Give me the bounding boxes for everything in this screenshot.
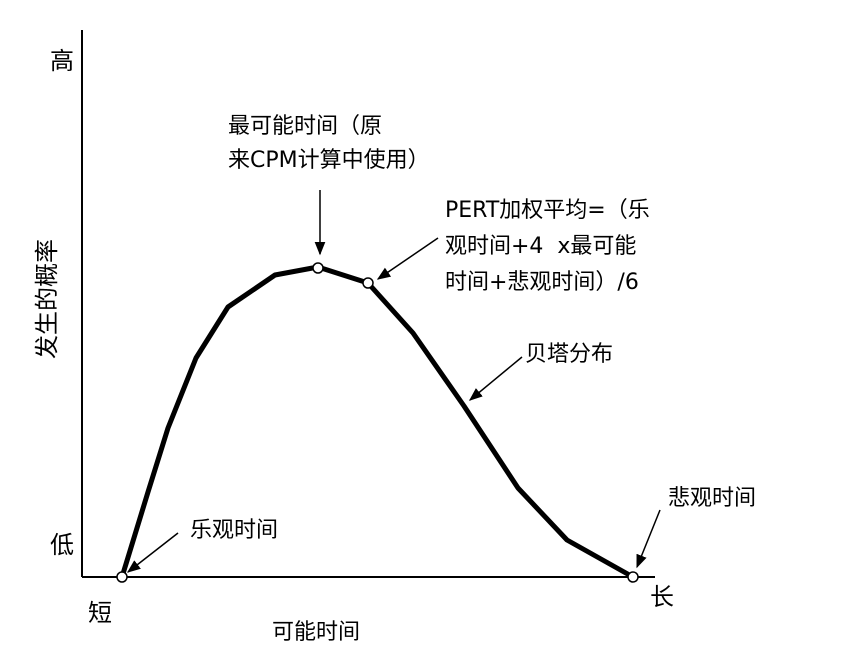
most-likely-point — [312, 262, 324, 274]
x-short-label: 短 — [88, 599, 112, 627]
x-axis-title: 可能时间 — [272, 620, 361, 645]
optimistic-time-label: 乐观时间 — [190, 518, 279, 543]
optimistic-arrow — [126, 532, 179, 573]
pert-line-1: PERT加权平均=（乐 — [445, 198, 650, 223]
beta-arrow — [468, 356, 523, 401]
beta-distribution-label: 贝塔分布 — [525, 342, 614, 367]
pert-average-point — [362, 277, 374, 289]
pessimistic-time-label: 悲观时间 — [668, 486, 757, 511]
pert-arrow — [376, 237, 439, 280]
y-high-label: 高 — [50, 47, 74, 75]
most-likely-line-1: 最可能时间（原 — [228, 114, 383, 139]
pessimistic-point — [627, 571, 639, 583]
most-likely-line-2: 来CPM计算中使用） — [228, 148, 430, 173]
y-axis-title: 发生的概率 — [33, 239, 61, 359]
pert-line-2: 观时间+4 x最可能 — [445, 234, 637, 259]
pert-line-3: 时间+悲观时间）/6 — [445, 270, 639, 295]
y-low-label: 低 — [50, 531, 74, 559]
x-long-label: 长 — [650, 583, 674, 611]
pessimistic-arrow — [636, 509, 661, 569]
optimistic-point — [116, 571, 128, 583]
